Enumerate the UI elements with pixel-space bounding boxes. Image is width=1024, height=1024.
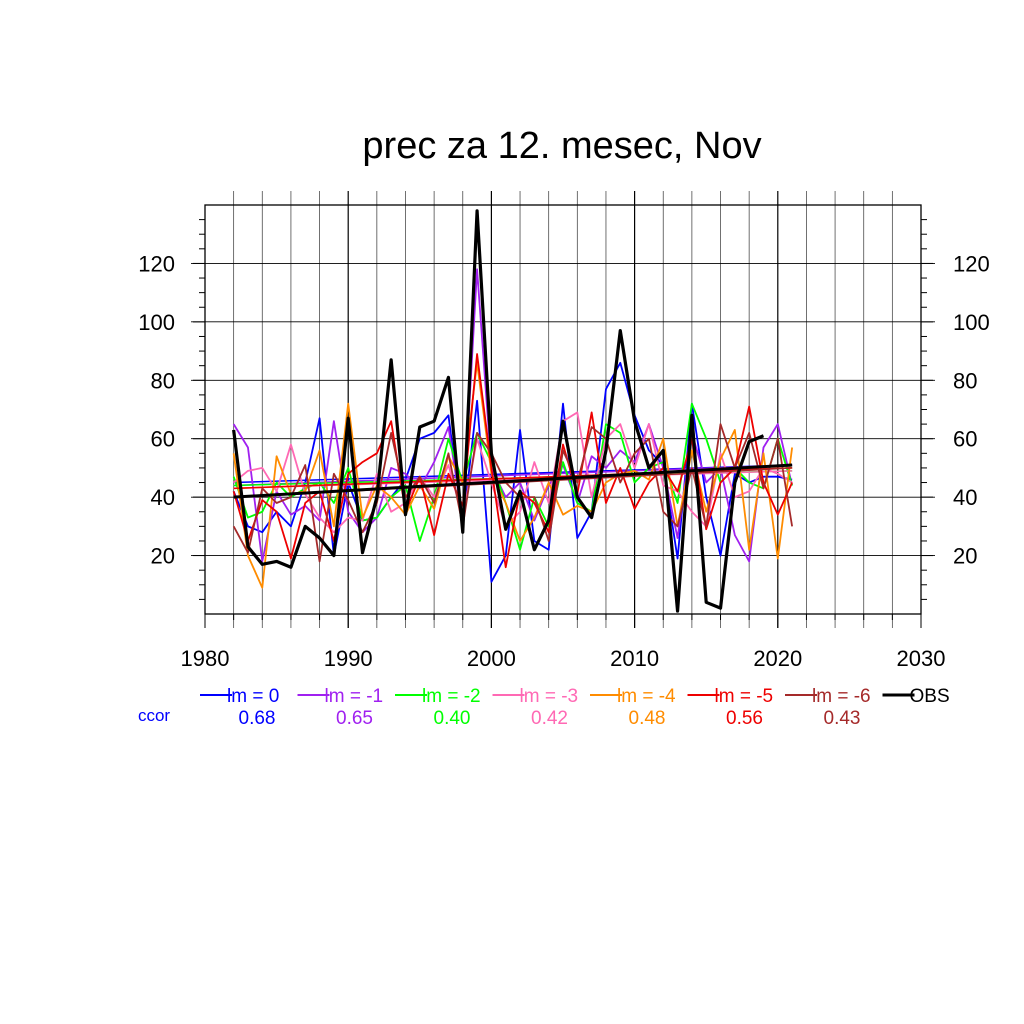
legend-ccor-lm-5: 0.56 bbox=[726, 708, 763, 729]
x-tick-label: 1980 bbox=[181, 646, 230, 671]
y-tick-label: 100 bbox=[138, 310, 175, 335]
legend-label-obs: OBS bbox=[910, 686, 950, 707]
x-tick-label: 2030 bbox=[897, 646, 946, 671]
grid bbox=[191, 191, 935, 628]
legend-ccor-lm-1: 0.65 bbox=[336, 708, 373, 729]
legend-ccor-lm-6: 0.43 bbox=[824, 708, 861, 729]
y-tick-label-right: 120 bbox=[953, 251, 990, 276]
legend-ccor-lm-4: 0.48 bbox=[629, 708, 666, 729]
legend-ccor-lm-0: 0.68 bbox=[239, 708, 276, 729]
y-tick-label-right: 20 bbox=[953, 544, 977, 569]
series-lines bbox=[232, 209, 794, 613]
trend-line-lm-1 bbox=[233, 464, 793, 487]
x-tick-label: 2020 bbox=[753, 646, 802, 671]
legend-label-lm-4: lm = -4 bbox=[617, 686, 676, 707]
y-tick-label-right: 40 bbox=[953, 485, 977, 510]
y-tick-label-right: 80 bbox=[953, 368, 977, 393]
legend-label-lm-5: lm = -5 bbox=[715, 686, 774, 707]
y-tick-label-right: 60 bbox=[953, 427, 977, 452]
legend-label-lm-2: lm = -2 bbox=[422, 686, 481, 707]
y-tick-label: 80 bbox=[151, 368, 175, 393]
y-tick-label-right: 100 bbox=[953, 310, 990, 335]
trend-line-obs bbox=[233, 463, 793, 499]
legend-ccor-lm-2: 0.40 bbox=[434, 708, 471, 729]
y-tick-label: 20 bbox=[151, 544, 175, 569]
x-tick-label: 2000 bbox=[467, 646, 516, 671]
y-tick-label: 120 bbox=[138, 251, 175, 276]
y-tick-label: 60 bbox=[151, 427, 175, 452]
legend-label-lm-1: lm = -1 bbox=[325, 686, 384, 707]
legend-ccor-lm-3: 0.42 bbox=[531, 708, 568, 729]
legend-label-lm-3: lm = -3 bbox=[520, 686, 579, 707]
y-tick-label: 40 bbox=[151, 485, 175, 510]
x-tick-label: 2010 bbox=[610, 646, 659, 671]
legend-label-lm-6: lm = -6 bbox=[812, 686, 871, 707]
ccor-label: ccor bbox=[138, 706, 170, 725]
legend-label-lm-0: lm = 0 bbox=[227, 686, 279, 707]
chart-title: prec za 12. mesec, Nov bbox=[362, 125, 761, 167]
x-tick-label: 1990 bbox=[324, 646, 373, 671]
series-line-obs bbox=[232, 209, 765, 613]
